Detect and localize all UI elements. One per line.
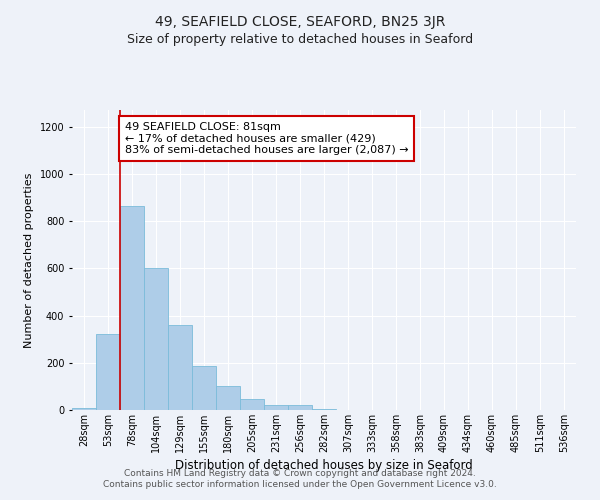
Bar	[264, 406, 288, 410]
Bar	[240, 400, 264, 410]
Text: 49, SEAFIELD CLOSE, SEAFORD, BN25 3JR: 49, SEAFIELD CLOSE, SEAFORD, BN25 3JR	[155, 15, 445, 29]
Text: Contains HM Land Registry data © Crown copyright and database right 2024.: Contains HM Land Registry data © Crown c…	[124, 468, 476, 477]
Bar	[312, 409, 336, 410]
X-axis label: Distribution of detached houses by size in Seaford: Distribution of detached houses by size …	[175, 459, 473, 472]
Bar	[216, 386, 240, 410]
Bar	[120, 206, 144, 410]
Text: Size of property relative to detached houses in Seaford: Size of property relative to detached ho…	[127, 32, 473, 46]
Bar	[192, 366, 216, 410]
Bar	[168, 325, 192, 410]
Bar	[144, 268, 168, 410]
Bar	[96, 334, 120, 410]
Text: Contains public sector information licensed under the Open Government Licence v3: Contains public sector information licen…	[103, 480, 497, 489]
Bar	[72, 408, 96, 410]
Y-axis label: Number of detached properties: Number of detached properties	[24, 172, 34, 348]
Bar	[288, 406, 312, 410]
Text: 49 SEAFIELD CLOSE: 81sqm
← 17% of detached houses are smaller (429)
83% of semi-: 49 SEAFIELD CLOSE: 81sqm ← 17% of detach…	[125, 122, 409, 155]
